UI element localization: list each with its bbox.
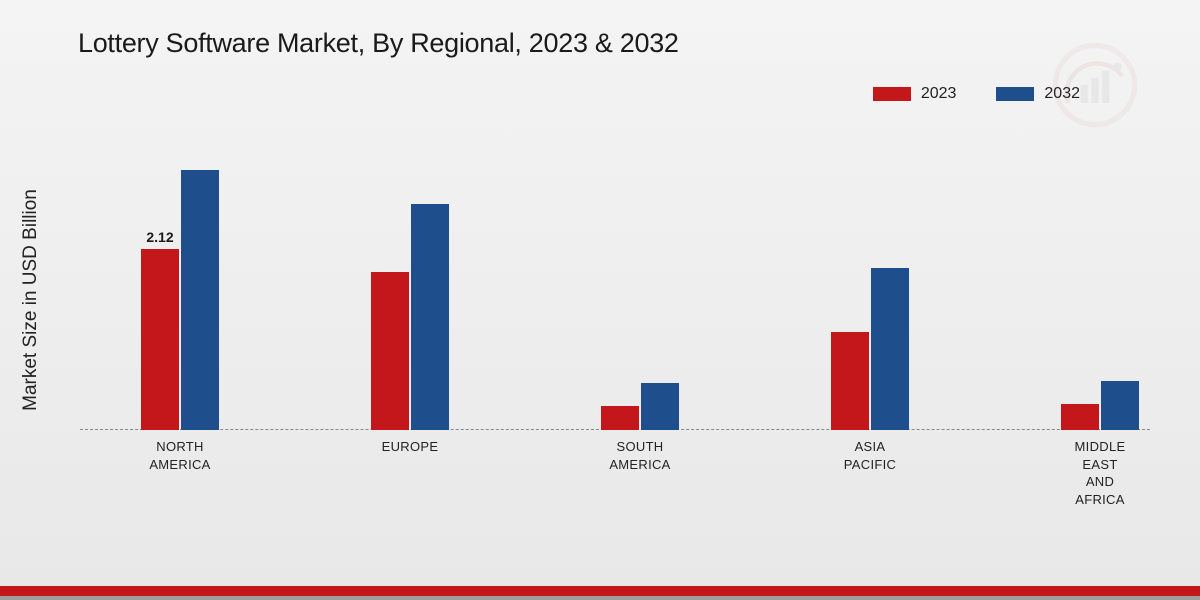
legend-label-2032: 2032 [1044, 85, 1080, 103]
bar-group [800, 268, 940, 430]
legend-swatch-2032 [996, 87, 1034, 101]
chart-title: Lottery Software Market, By Regional, 20… [78, 28, 679, 59]
x-axis-labels: NORTHAMERICA EUROPE SOUTHAMERICA ASIAPACIFI… [80, 438, 1150, 518]
plot-area: 2.12 [80, 140, 1150, 430]
bar-2032 [181, 170, 219, 430]
bar-2023 [601, 406, 639, 430]
bar-2023: 2.12 [141, 249, 179, 430]
bar-2023 [1061, 404, 1099, 430]
y-axis-label: Market Size in USD Billion [20, 189, 42, 411]
x-axis-label: EUROPE [340, 438, 480, 456]
bar-2032 [871, 268, 909, 430]
bar-group [570, 383, 710, 430]
x-axis-label: NORTHAMERICA [110, 438, 250, 473]
footer-red [0, 586, 1200, 596]
legend-label-2023: 2023 [921, 85, 957, 103]
x-axis-label: SOUTHAMERICA [570, 438, 710, 473]
bar-2023 [371, 272, 409, 430]
bar-group [340, 204, 480, 430]
bar-group [1030, 381, 1170, 430]
x-axis-label: MIDDLEEASTANDAFRICA [1030, 438, 1170, 508]
footer-bar [0, 586, 1200, 600]
footer-grey [0, 596, 1200, 600]
bar-2032 [1101, 381, 1139, 430]
legend-item-2023: 2023 [873, 85, 957, 103]
legend: 2023 2032 [873, 85, 1080, 103]
bar-2032 [411, 204, 449, 430]
bar-2032 [641, 383, 679, 430]
legend-item-2032: 2032 [996, 85, 1080, 103]
bar-2023 [831, 332, 869, 430]
legend-swatch-2023 [873, 87, 911, 101]
bar-value-label: 2.12 [146, 229, 173, 245]
x-axis-label: ASIAPACIFIC [800, 438, 940, 473]
bar-group: 2.12 [110, 170, 250, 430]
